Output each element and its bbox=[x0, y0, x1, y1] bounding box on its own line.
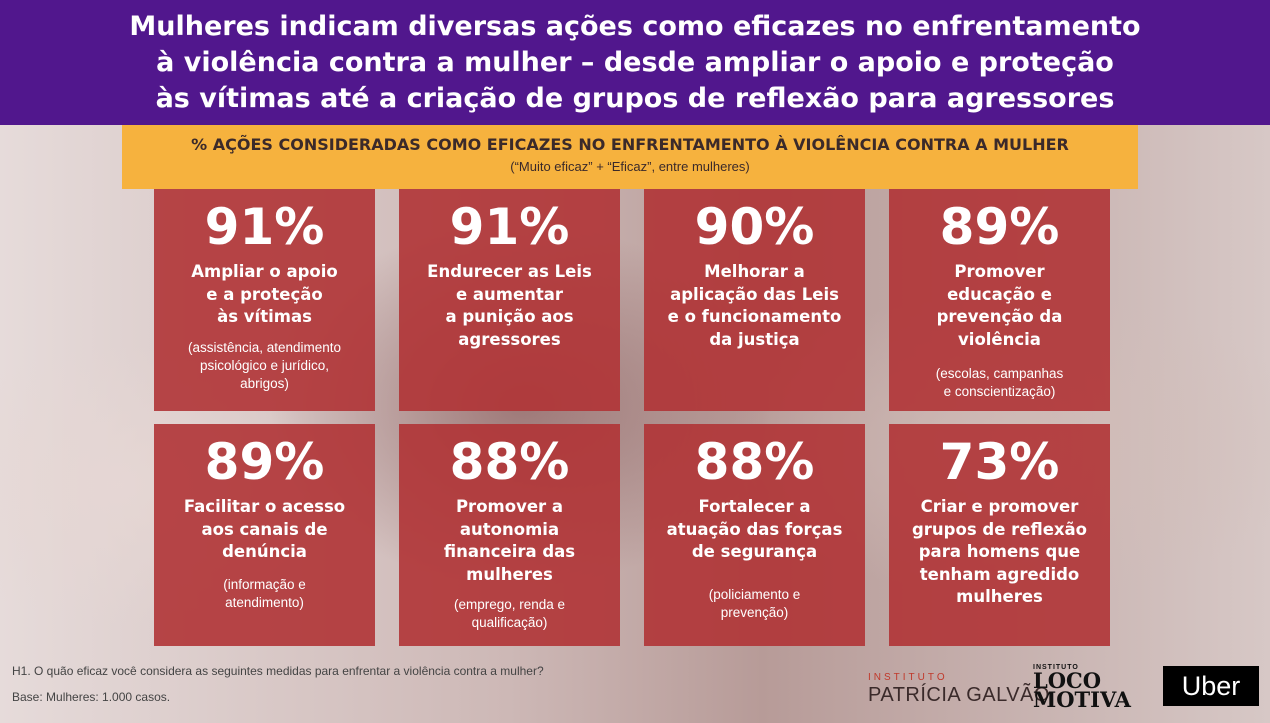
banner-subtitle: (“Muito eficaz” + “Eficaz”, entre mulher… bbox=[510, 159, 750, 174]
footer-question: H1. O quão eficaz você considera as segu… bbox=[12, 664, 544, 678]
uber-logo-text: Uber bbox=[1181, 670, 1241, 701]
logo-lm-line2: MOTIVA bbox=[1033, 687, 1131, 712]
card-label: Criar e promover grupos de reflexão para… bbox=[911, 497, 1087, 606]
card-percentage: 88% bbox=[694, 433, 815, 491]
card-note: (policiamento e prevenção) bbox=[708, 586, 801, 620]
card-label: Promover educação e prevenção da violênc… bbox=[936, 262, 1063, 349]
header-line-1: Mulheres indicam diversas ações como efi… bbox=[129, 10, 1141, 42]
logo-pg-main: PATRÍCIA GALVÃO bbox=[868, 684, 1050, 706]
action-card-6: 88% Promover a autonomia financeira das … bbox=[399, 424, 620, 646]
action-card-2: 91% Endurecer as Leis e aumentar a puniç… bbox=[399, 189, 620, 411]
card-note: (informação e atendimento) bbox=[223, 576, 306, 610]
instituto-locomotiva-logo: INSTITUTO LOCO MOTIVA bbox=[1033, 664, 1131, 712]
card-note: (assistência, atendimento psicológico e … bbox=[187, 339, 342, 391]
header-line-3: às vítimas até a criação de grupos de re… bbox=[155, 82, 1115, 114]
card-percentage: 91% bbox=[449, 198, 570, 256]
uber-logo: Uber bbox=[1163, 666, 1259, 706]
card-label: Fortalecer a atuação das forças de segur… bbox=[666, 497, 843, 561]
card-percentage: 89% bbox=[939, 198, 1060, 256]
footer-base: Base: Mulheres: 1.000 casos. bbox=[12, 690, 171, 704]
card-note: (escolas, campanhas e conscientização) bbox=[935, 366, 1064, 399]
card-percentage: 73% bbox=[939, 433, 1060, 491]
card-percentage: 89% bbox=[204, 433, 325, 491]
header-line-2: à violência contra a mulher – desde ampl… bbox=[156, 46, 1114, 78]
action-card-5: 89% Facilitar o acesso aos canais de den… bbox=[154, 424, 375, 646]
card-percentage: 91% bbox=[204, 198, 325, 256]
logo-lm-top: INSTITUTO bbox=[1033, 664, 1079, 671]
card-label: Endurecer as Leis e aumentar a punição a… bbox=[427, 262, 592, 349]
page-header: Mulheres indicam diversas ações como efi… bbox=[0, 0, 1270, 125]
logo-lm-line1: LOCO bbox=[1033, 668, 1102, 693]
instituto-patricia-galvao-logo: INSTITUTO PATRÍCIA GALVÃO bbox=[868, 672, 1050, 707]
card-label: Ampliar o apoio e a proteção às vítimas bbox=[191, 262, 338, 326]
card-label: Melhorar a aplicação das Leis e o funcio… bbox=[667, 262, 842, 349]
action-card-3: 90% Melhorar a aplicação das Leis e o fu… bbox=[644, 189, 865, 411]
action-card-1: 91% Ampliar o apoio e a proteção às víti… bbox=[154, 189, 375, 411]
card-note: (emprego, renda e qualificação) bbox=[453, 597, 566, 630]
card-percentage: 90% bbox=[694, 198, 815, 256]
card-percentage: 88% bbox=[449, 433, 570, 491]
card-label: Facilitar o acesso aos canais de denúnci… bbox=[183, 497, 346, 561]
banner-title: % AÇÕES CONSIDERADAS COMO EFICAZES NO EN… bbox=[191, 135, 1069, 154]
action-card-8: 73% Criar e promover grupos de reflexão … bbox=[889, 424, 1110, 646]
action-card-4: 89% Promover educação e prevenção da vio… bbox=[889, 189, 1110, 411]
card-label: Promover a autonomia financeira das mulh… bbox=[443, 497, 576, 584]
logo-pg-top: INSTITUTO bbox=[868, 672, 948, 683]
action-card-7: 88% Fortalecer a atuação das forças de s… bbox=[644, 424, 865, 646]
section-banner: % AÇÕES CONSIDERADAS COMO EFICAZES NO EN… bbox=[122, 125, 1138, 189]
